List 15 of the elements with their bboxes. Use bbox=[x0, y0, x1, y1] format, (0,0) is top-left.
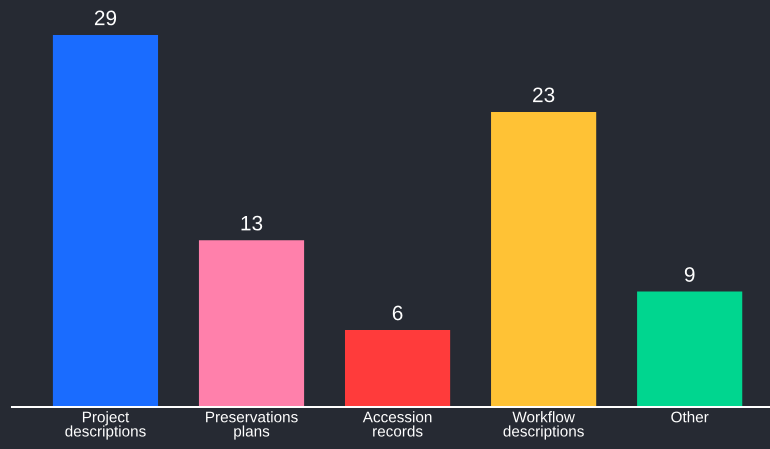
data-label: 29 bbox=[94, 10, 116, 26]
data-label: 9 bbox=[684, 267, 694, 282]
bar bbox=[491, 112, 596, 407]
x-tick-label: Other bbox=[671, 411, 709, 422]
bar bbox=[344, 330, 450, 407]
x-tick-label: Workflow descriptions bbox=[504, 411, 584, 440]
bar bbox=[198, 240, 304, 407]
bar bbox=[52, 34, 158, 407]
data-label: 23 bbox=[533, 88, 554, 102]
data-label: 6 bbox=[392, 306, 402, 320]
x-tick-label: Accession records bbox=[362, 411, 432, 437]
data-label: 13 bbox=[242, 216, 262, 231]
bar bbox=[637, 292, 742, 407]
x-tick-label: Preservations plans bbox=[206, 411, 298, 440]
x-tick-label: Project descriptions bbox=[65, 411, 146, 440]
